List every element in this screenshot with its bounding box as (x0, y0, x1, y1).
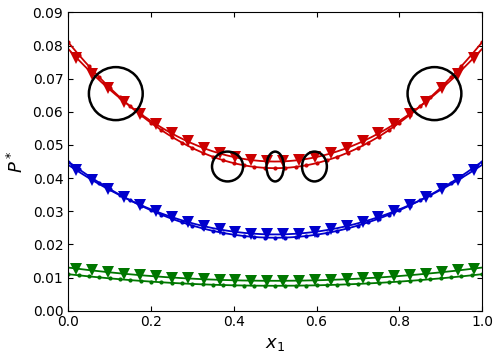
Y-axis label: $P^*$: $P^*$ (7, 150, 27, 173)
X-axis label: $x_1$: $x_1$ (265, 335, 285, 353)
